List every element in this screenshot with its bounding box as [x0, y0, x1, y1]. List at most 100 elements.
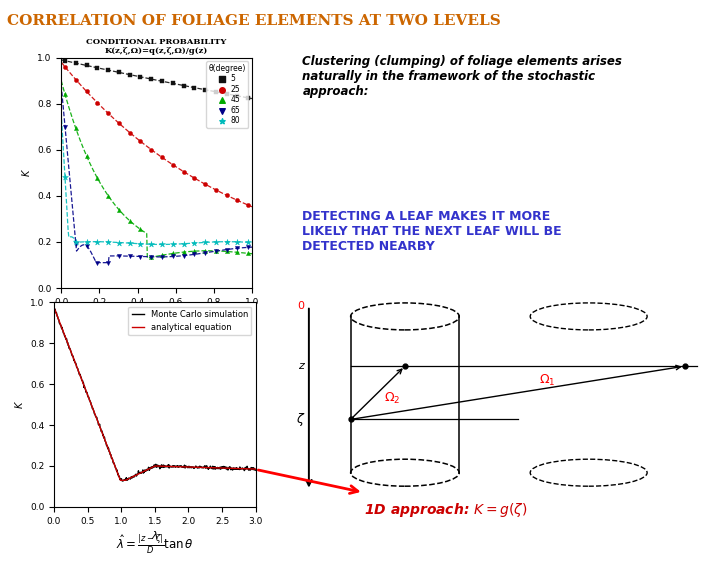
Point — [135, 72, 146, 81]
Monte Carlo simulation — [215, 464, 224, 471]
Point — [59, 62, 71, 71]
analytical equation — [50, 304, 58, 311]
Point — [70, 124, 81, 133]
X-axis label: Δz/D: Δz/D — [145, 312, 168, 323]
Point — [124, 128, 135, 137]
Text: CONDITIONAL PROBABILITY
K(z,ζ,Ω)=q(z,ζ,Ω)/g(z): CONDITIONAL PROBABILITY K(z,ζ,Ω)=q(z,ζ,Ω… — [86, 37, 227, 55]
Point — [113, 119, 125, 128]
Point — [91, 63, 103, 73]
Monte Carlo simulation — [170, 463, 179, 469]
Point — [135, 252, 146, 261]
Point — [178, 248, 189, 257]
Point — [91, 173, 103, 183]
Point — [145, 145, 157, 154]
Point — [199, 85, 211, 94]
Point — [232, 244, 243, 253]
Point — [102, 109, 114, 118]
Point — [102, 237, 114, 247]
Point — [156, 77, 168, 86]
Point — [81, 241, 92, 251]
Point — [243, 238, 254, 247]
Point — [189, 247, 200, 256]
Text: z: z — [297, 361, 303, 371]
Point — [167, 79, 179, 88]
Point — [210, 237, 222, 247]
Point — [167, 249, 179, 258]
Point — [232, 248, 243, 257]
Monte Carlo simulation — [251, 467, 260, 473]
Text: $\Omega_1$: $\Omega_1$ — [539, 373, 555, 388]
Point — [221, 191, 233, 200]
Point — [102, 191, 114, 200]
Point — [135, 239, 146, 248]
Point — [113, 251, 125, 260]
Point — [199, 246, 211, 255]
Point — [210, 247, 222, 256]
Point — [113, 238, 125, 247]
Point — [199, 248, 211, 257]
analytical equation — [159, 463, 168, 469]
Point — [59, 173, 71, 182]
Point — [102, 258, 114, 267]
Point — [199, 180, 211, 189]
analytical equation — [170, 463, 179, 470]
analytical equation — [117, 477, 125, 484]
analytical equation — [251, 465, 260, 472]
Point — [145, 74, 157, 84]
Y-axis label: K: K — [22, 169, 32, 176]
Point — [124, 216, 135, 225]
Point — [81, 151, 92, 161]
Point — [145, 240, 157, 249]
Point — [178, 167, 189, 176]
analytical equation — [147, 464, 156, 471]
Point — [178, 239, 189, 248]
analytical equation — [215, 464, 224, 471]
Point — [243, 249, 254, 258]
Text: $\Omega_2$: $\Omega_2$ — [384, 391, 400, 406]
Monte Carlo simulation — [118, 478, 127, 484]
analytical equation — [247, 465, 256, 472]
Point — [156, 153, 168, 162]
Monte Carlo simulation — [50, 304, 58, 310]
Point — [156, 251, 168, 260]
Point — [124, 238, 135, 248]
Legend: Monte Carlo simulation, analytical equation: Monte Carlo simulation, analytical equat… — [128, 306, 251, 335]
Point — [91, 98, 103, 107]
Point — [135, 225, 146, 234]
Monte Carlo simulation — [247, 464, 256, 471]
Monte Carlo simulation — [159, 464, 168, 471]
Point — [189, 250, 200, 259]
Line: analytical equation: analytical equation — [54, 308, 256, 480]
Point — [189, 83, 200, 92]
Y-axis label: K: K — [14, 401, 24, 408]
Point — [210, 185, 222, 195]
Point — [221, 247, 233, 256]
Text: 1D approach: $\mathit{K=g(\zeta)}$: 1D approach: $\mathit{K=g(\zeta)}$ — [364, 501, 527, 519]
Point — [167, 240, 179, 249]
Point — [91, 258, 103, 267]
Monte Carlo simulation — [146, 465, 155, 472]
Point — [70, 237, 81, 247]
Point — [178, 81, 189, 90]
Point — [124, 70, 135, 79]
Point — [70, 239, 81, 248]
Point — [210, 87, 222, 96]
X-axis label: λ: λ — [151, 531, 158, 541]
Point — [156, 240, 168, 249]
Point — [232, 196, 243, 205]
Point — [91, 237, 103, 247]
Point — [145, 252, 157, 262]
Text: CORRELATION OF FOLIAGE ELEMENTS AT TWO LEVELS: CORRELATION OF FOLIAGE ELEMENTS AT TWO L… — [7, 14, 501, 28]
Point — [135, 137, 146, 146]
Legend: 5, 25, 45, 65, 80: 5, 25, 45, 65, 80 — [206, 62, 248, 128]
Point — [102, 66, 114, 75]
Point — [59, 90, 71, 99]
Point — [189, 238, 200, 248]
Point — [232, 237, 243, 247]
Text: $\zeta$: $\zeta$ — [296, 411, 305, 428]
Monte Carlo simulation — [147, 464, 156, 471]
Point — [210, 247, 222, 256]
Point — [59, 122, 71, 131]
Point — [81, 237, 92, 247]
analytical equation — [146, 465, 155, 472]
